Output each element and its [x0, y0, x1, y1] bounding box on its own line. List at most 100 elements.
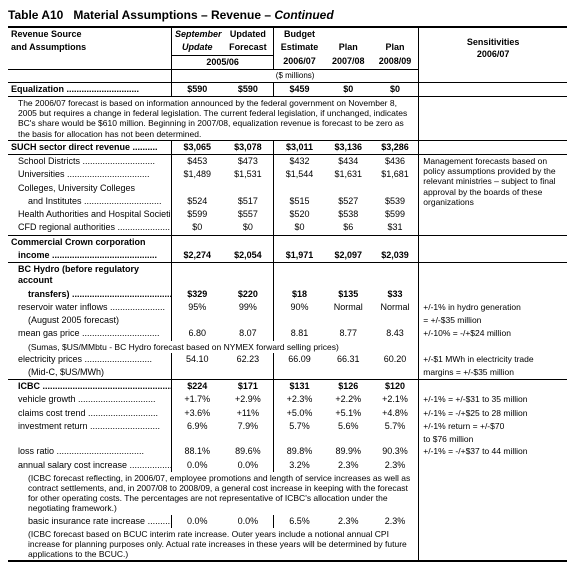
table-cell: +1.7%	[172, 393, 223, 406]
table-cell: +3.6%	[172, 407, 223, 420]
table-cell	[372, 314, 419, 327]
title-main: Material Assumptions – Revenue –	[73, 8, 274, 22]
sensitivity-cell: +/-10% = -/+$24 million	[419, 327, 567, 340]
table-row-label: investment return ......................…	[8, 420, 172, 433]
table-cell: $453	[172, 155, 223, 169]
table-row-label	[8, 433, 172, 445]
table-title: Table A10 Material Assumptions – Revenue…	[8, 8, 567, 22]
sensitivity-cell: +/-1% in hydro generation	[419, 301, 567, 314]
hdr-sens: Sensitivities 2006/07	[419, 27, 567, 69]
sensitivity-cell: +/-1% return = +/-$70	[419, 420, 567, 433]
table-cell	[274, 182, 325, 195]
table-cell: 8.07	[223, 327, 274, 340]
table-row-label: claims cost trend ......................…	[8, 407, 172, 420]
table-cell: $517	[223, 195, 274, 208]
table-cell	[372, 433, 419, 445]
table-cell: $1,681	[372, 168, 419, 181]
basic-insurance-label: basic insurance rate increase ..........…	[8, 515, 172, 528]
table-cell: $557	[223, 208, 274, 221]
table-cell: 60.20	[372, 353, 419, 366]
table-cell	[223, 433, 274, 445]
table-cell: 2.3%	[325, 459, 372, 472]
table-cell	[274, 366, 325, 380]
sensitivity-cell: +/-1% = -/+$37 to 44 million	[419, 445, 567, 458]
table-row-label: mean gas price .........................…	[8, 327, 172, 340]
table-cell: $1,631	[325, 168, 372, 181]
table-row-note: (Sumas, $US/MMbtu - BC Hydro forecast ba…	[8, 341, 419, 353]
table-cell: +5.0%	[274, 407, 325, 420]
table-cell: $538	[325, 208, 372, 221]
table-cell: $539	[372, 195, 419, 208]
sensitivity-cell	[419, 459, 567, 472]
hydro-label-1: BC Hydro (before regulatory account	[8, 263, 172, 288]
table-row-label: School Districts .......................…	[8, 155, 172, 169]
sensitivity-cell: +/-1% = +/-$31 to 35 million	[419, 393, 567, 406]
table-cell	[172, 433, 223, 445]
table-cell	[223, 314, 274, 327]
table-cell: 8.81	[274, 327, 325, 340]
table-cell	[325, 433, 372, 445]
table-cell: $6	[325, 221, 372, 235]
table-cell: Normal	[372, 301, 419, 314]
table-cell: $432	[274, 155, 325, 169]
table-row-label: electricity prices .....................…	[8, 353, 172, 366]
sensitivity-cell: Management forecasts based on policy ass…	[419, 155, 567, 236]
table-cell: $524	[172, 195, 223, 208]
table-cell	[325, 314, 372, 327]
table-cell: 0.0%	[223, 459, 274, 472]
table-cell: 95%	[172, 301, 223, 314]
table-cell: $527	[325, 195, 372, 208]
table-cell: 3.2%	[274, 459, 325, 472]
units-label: ($ millions)	[172, 69, 419, 82]
equalization-label: Equalization ...........................…	[8, 82, 172, 96]
table-cell: 66.09	[274, 353, 325, 366]
hdr-assumptions: and Assumptions	[8, 41, 172, 55]
table-row-label: annual salary cost increase ............…	[8, 459, 172, 472]
table-cell: $1,531	[223, 168, 274, 181]
table-row-label: reservoir water inflows ................…	[8, 301, 172, 314]
table-row-label: loss ratio .............................…	[8, 445, 172, 458]
table-cell: 5.7%	[372, 420, 419, 433]
table-cell: $520	[274, 208, 325, 221]
equalization-note: The 2006/07 forecast is based on informa…	[8, 97, 419, 141]
sensitivity-cell: = +/-$35 million	[419, 314, 567, 327]
table-cell	[325, 366, 372, 380]
icbc-label: ICBC ...................................…	[8, 380, 172, 394]
table-cell: 89.6%	[223, 445, 274, 458]
table-cell: 90%	[274, 301, 325, 314]
table-cell: 54.10	[172, 353, 223, 366]
table-cell: +2.1%	[372, 393, 419, 406]
table-row-label: vehicle growth .........................…	[8, 393, 172, 406]
table-row-label: Health Authorities and Hospital Societie…	[8, 208, 172, 221]
table-cell: +11%	[223, 407, 274, 420]
table-cell: 5.6%	[325, 420, 372, 433]
table-cell	[172, 366, 223, 380]
hydro-label-2: transfers) .............................…	[8, 288, 172, 301]
table-cell: 90.3%	[372, 445, 419, 458]
table-cell: $473	[223, 155, 274, 169]
table-cell: 7.9%	[223, 420, 274, 433]
table-cell: 62.23	[223, 353, 274, 366]
table-cell: $436	[372, 155, 419, 169]
table-cell: $599	[172, 208, 223, 221]
table-cell	[274, 314, 325, 327]
table-row-label: (Mid-C, $US/MWh)	[8, 366, 172, 380]
table-cell: 0.0%	[172, 459, 223, 472]
table-row-label: Colleges, University Colleges	[8, 182, 172, 195]
table-cell: +4.8%	[372, 407, 419, 420]
title-suffix: Continued	[274, 8, 333, 22]
table-cell: +2.3%	[274, 393, 325, 406]
sensitivity-cell: margins = +/-$35 million	[419, 366, 567, 380]
sensitivity-cell: to $76 million	[419, 433, 567, 445]
table-cell	[172, 314, 223, 327]
table-cell	[372, 182, 419, 195]
table-row-label: Universities ...........................…	[8, 168, 172, 181]
table-cell: +2.9%	[223, 393, 274, 406]
crown-label-2: income .................................…	[8, 249, 172, 263]
table-cell: $31	[372, 221, 419, 235]
sensitivity-cell: +/-1% = -/+$25 to 28 million	[419, 407, 567, 420]
table-cell	[172, 182, 223, 195]
such-label: SUCH sector direct revenue ..........	[8, 140, 172, 154]
hdr-sept: September	[172, 27, 223, 41]
sensitivity-cell: +/-$1 MWh in electricity trade	[419, 353, 567, 366]
